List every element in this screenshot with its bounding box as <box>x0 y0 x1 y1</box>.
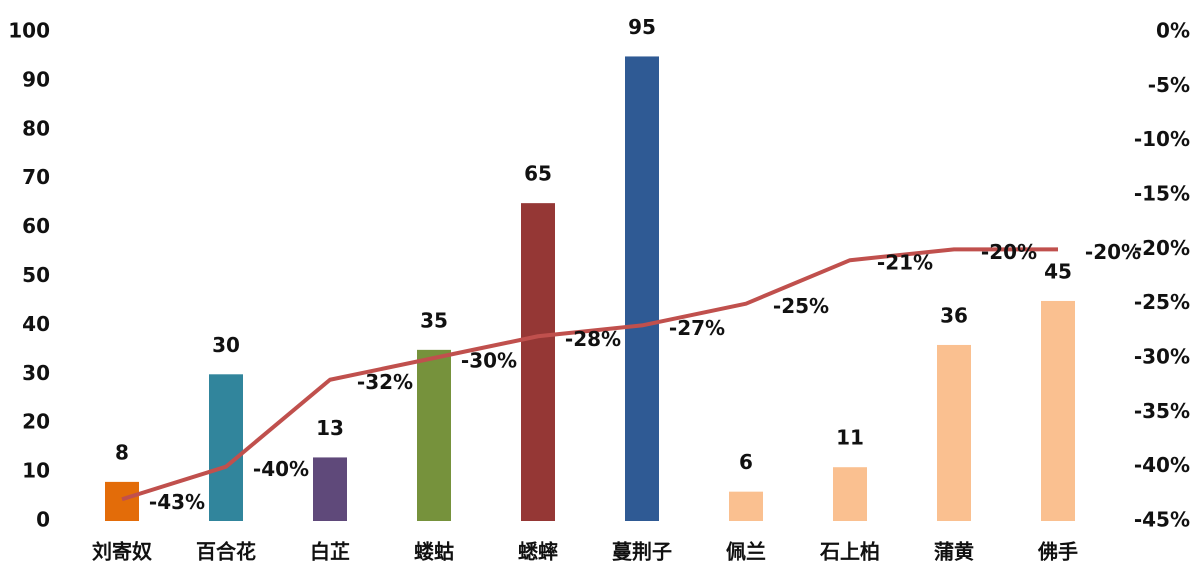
bar-value-label: 13 <box>316 416 344 440</box>
bar <box>833 467 867 521</box>
y2-tick-label: 0% <box>1156 19 1190 43</box>
bar-value-label: 95 <box>628 15 656 39</box>
x-tick-label: 蝼蛄 <box>414 540 454 564</box>
y-tick-label: 30 <box>22 361 50 385</box>
x-tick-label: 蟋蟀 <box>518 540 558 564</box>
y2-tick-label: -5% <box>1148 73 1190 97</box>
bar <box>729 491 763 521</box>
line-value-label: -28% <box>565 327 621 351</box>
y2-tick-label: -25% <box>1134 290 1190 314</box>
x-tick-label: 蒲黄 <box>934 540 974 564</box>
bar-value-label: 30 <box>212 333 240 357</box>
line-value-label: -32% <box>357 370 413 394</box>
bar <box>937 344 971 521</box>
line-value-label: -20% <box>981 240 1037 264</box>
y2-tick-label: -35% <box>1134 399 1190 423</box>
line-value-label: -40% <box>253 457 309 481</box>
x-tick-label: 佛手 <box>1037 540 1078 564</box>
x-tick-label: 蔓荆子 <box>612 540 672 564</box>
y2-tick-label: -15% <box>1134 182 1190 206</box>
x-tick-label: 佩兰 <box>726 540 766 564</box>
y-tick-label: 20 <box>22 410 50 434</box>
y-tick-label: 10 <box>22 459 50 483</box>
y-tick-label: 100 <box>8 19 50 43</box>
bar-value-label: 8 <box>115 440 129 464</box>
line-value-label: -21% <box>877 251 933 275</box>
bar-value-label: 36 <box>940 303 968 327</box>
bar-value-label: 65 <box>524 162 552 186</box>
line-value-label: -20% <box>1085 240 1141 264</box>
bar <box>625 56 659 521</box>
y2-tick-label: -30% <box>1134 345 1190 369</box>
line-value-label: -25% <box>773 294 829 318</box>
line <box>121 247 1058 502</box>
line-value-label: -27% <box>669 316 725 340</box>
x-tick-label: 刘寄奴 <box>92 540 152 564</box>
line-value-label: -43% <box>149 490 205 514</box>
bar <box>105 481 139 521</box>
y-tick-label: 90 <box>22 67 50 91</box>
x-tick-label: 百合花 <box>196 540 256 564</box>
bar <box>209 374 243 521</box>
bar-value-label: 45 <box>1044 259 1072 283</box>
y2-tick-label: -45% <box>1134 508 1190 532</box>
bar <box>521 203 555 521</box>
bar-value-label: 11 <box>836 426 864 450</box>
y2-tick-label: -20% <box>1134 236 1190 260</box>
y-tick-label: 70 <box>22 165 50 189</box>
y-tick-label: 50 <box>22 263 50 287</box>
y2-tick-label: -40% <box>1134 453 1190 477</box>
y-tick-label: 60 <box>22 214 50 238</box>
y-tick-label: 40 <box>22 312 50 336</box>
bar <box>417 349 451 521</box>
bar-value-label: 35 <box>420 308 448 332</box>
bar <box>313 457 347 521</box>
line-value-label: -30% <box>461 349 517 373</box>
bar-value-label: 6 <box>739 450 753 474</box>
y2-tick-label: -10% <box>1134 127 1190 151</box>
y-tick-label: 0 <box>36 508 50 532</box>
y-tick-label: 80 <box>22 116 50 140</box>
x-tick-label: 石上柏 <box>819 540 880 564</box>
bar <box>1041 300 1075 521</box>
x-tick-label: 白芷 <box>310 540 350 564</box>
